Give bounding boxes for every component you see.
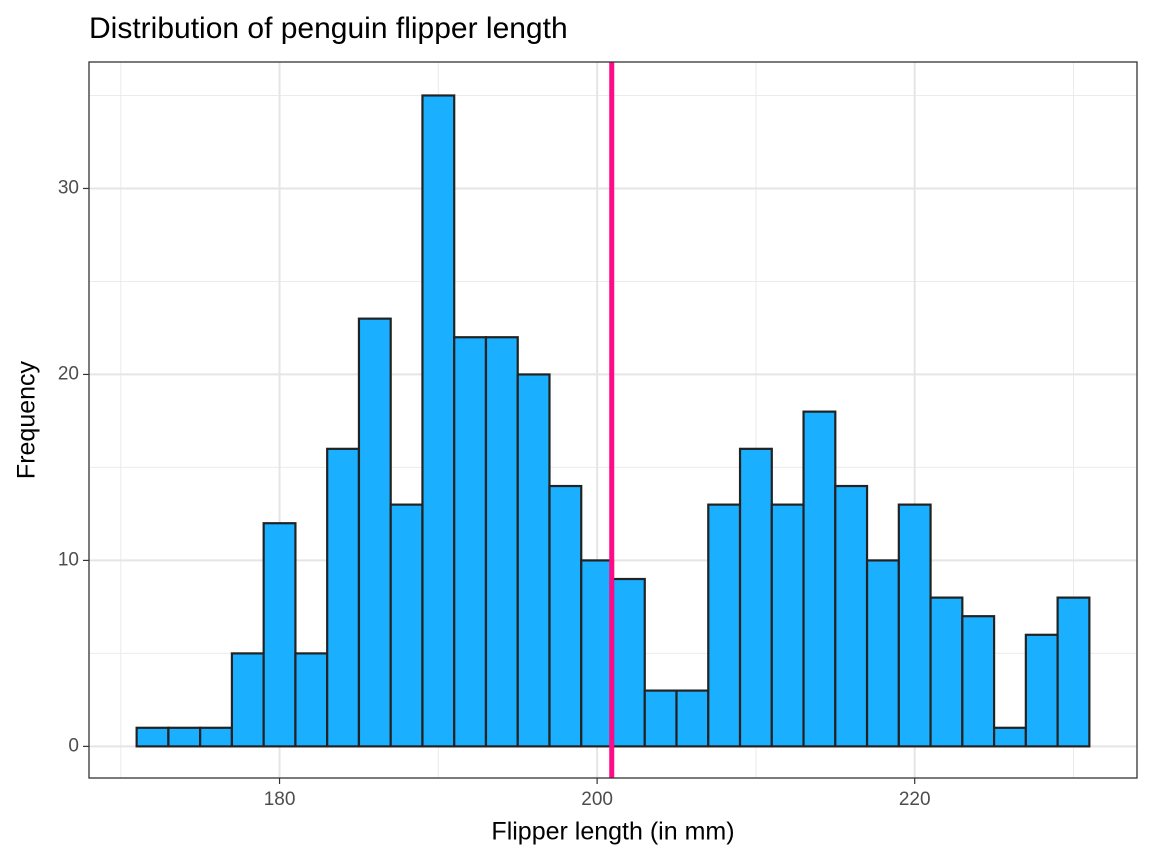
- bar: [929, 596, 964, 748]
- x-axis-label: Flipper length (in mm): [491, 818, 734, 846]
- bar: [326, 447, 361, 748]
- bar: [865, 559, 900, 748]
- x-tick-label: 180: [264, 789, 296, 810]
- bar: [135, 726, 170, 748]
- y-tick-label: 30: [58, 177, 79, 198]
- bar: [643, 689, 678, 748]
- bar: [262, 522, 297, 748]
- bar: [992, 726, 1027, 748]
- bar: [1024, 633, 1059, 748]
- bar: [516, 373, 551, 748]
- bar: [738, 447, 773, 748]
- bar: [1056, 596, 1091, 748]
- bar: [167, 726, 202, 748]
- bar: [484, 336, 519, 748]
- y-tick-label: 20: [58, 363, 79, 384]
- bar: [453, 336, 488, 748]
- bar: [770, 503, 805, 748]
- bar: [897, 503, 932, 748]
- y-tick-label: 0: [68, 735, 79, 756]
- y-tick-label: 10: [58, 549, 79, 570]
- bar: [230, 652, 265, 748]
- y-axis-label: Frequency: [13, 360, 41, 479]
- bar: [707, 503, 742, 748]
- x-tick-label: 200: [581, 789, 613, 810]
- bar: [199, 726, 234, 748]
- bar: [580, 559, 615, 748]
- bar: [294, 652, 329, 748]
- bar: [834, 484, 869, 748]
- bar: [389, 503, 424, 748]
- bar: [802, 410, 837, 748]
- bar: [961, 615, 996, 748]
- bar: [548, 484, 583, 748]
- bar: [675, 689, 710, 748]
- bar: [357, 317, 392, 748]
- x-tick-label: 220: [899, 789, 931, 810]
- bar: [611, 577, 646, 748]
- bar: [421, 94, 456, 748]
- chart-title: Distribution of penguin flipper length: [89, 12, 568, 45]
- panel-border: [88, 61, 1138, 779]
